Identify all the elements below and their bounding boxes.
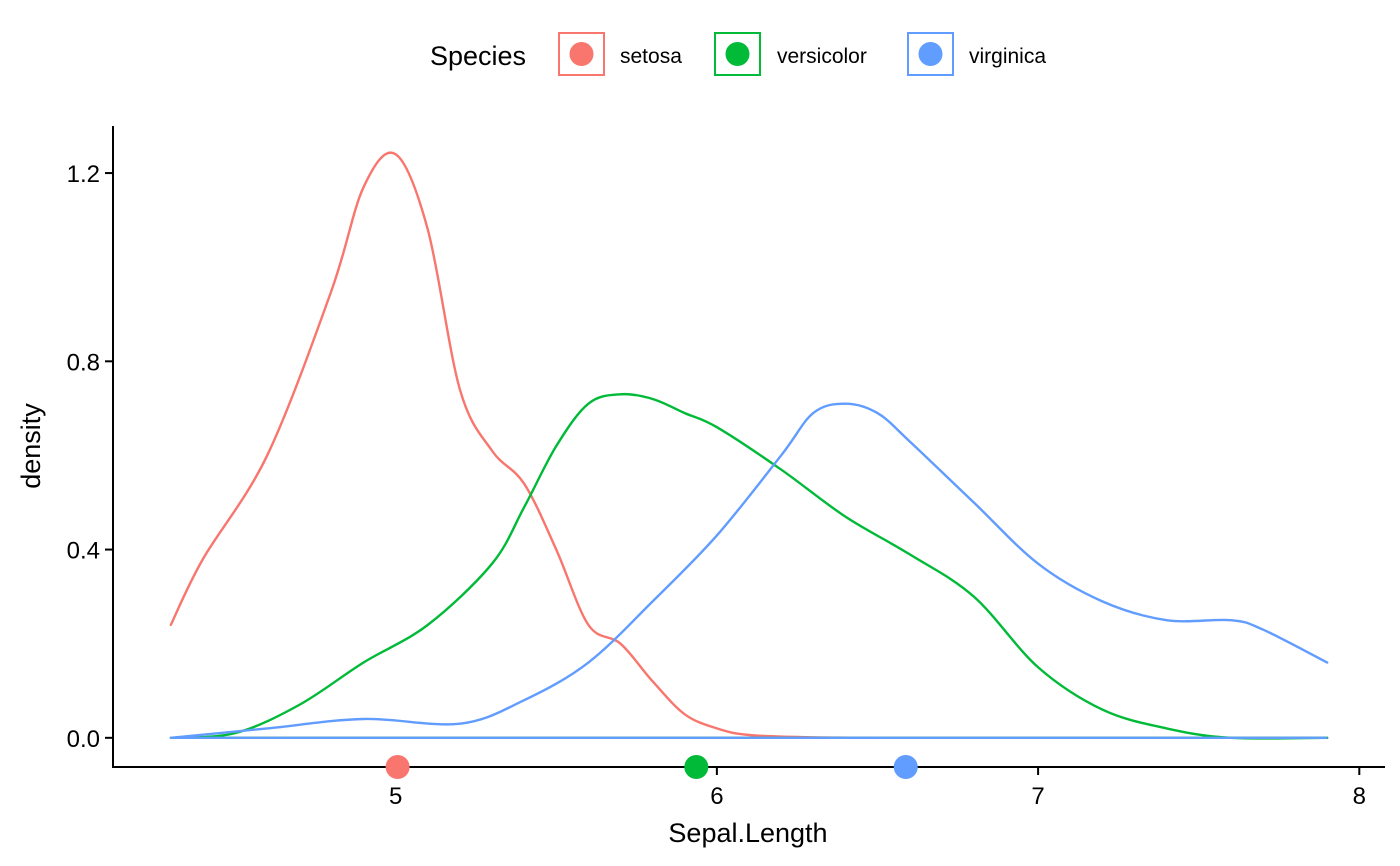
legend-dot-setosa [569, 42, 594, 66]
series-virginica [169, 402, 1329, 779]
legend-label-virginica: virginica [969, 45, 1046, 68]
y-tick-label: 0.4 [67, 538, 100, 565]
x-tick-label: 8 [1353, 783, 1366, 810]
legend-dot-versicolor [725, 42, 750, 66]
legend-key-setosa [558, 32, 605, 76]
y-tick-label: 1.2 [67, 161, 100, 188]
y-axis-title: density [16, 403, 46, 489]
density-line-virginica [169, 402, 1329, 740]
density-curves [169, 151, 1329, 779]
mean-marker-virginica [893, 755, 918, 779]
x-axis-title: Sepal.Length [668, 818, 827, 848]
x-tick-label: 6 [710, 783, 723, 810]
y-tick-label: 0.0 [67, 726, 100, 753]
y-axis-ticks: 0.0 0.4 0.8 1.2 [67, 161, 113, 753]
legend-label-setosa: setosa [620, 45, 682, 68]
mean-marker-versicolor [684, 755, 709, 779]
mean-marker-setosa [385, 755, 410, 779]
x-tick-label: 7 [1031, 783, 1044, 810]
y-tick-label: 0.8 [67, 349, 100, 376]
legend-dot-virginica [918, 42, 943, 66]
density-line-versicolor [169, 392, 1329, 740]
x-axis-ticks: 5 6 7 8 [389, 767, 1366, 810]
legend: Species setosa versicolor virginica [430, 32, 1046, 76]
x-tick-label: 5 [389, 783, 402, 810]
legend-label-versicolor: versicolor [777, 45, 867, 68]
legend-title: Species [430, 41, 526, 71]
